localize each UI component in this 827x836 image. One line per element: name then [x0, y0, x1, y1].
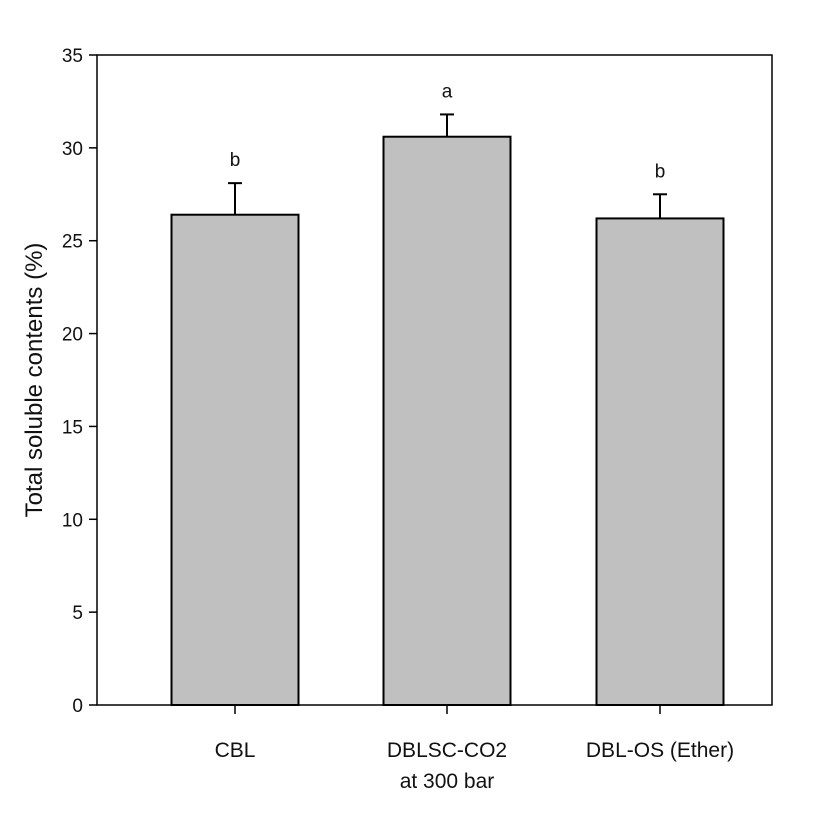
x-category-label: DBL-OS (Ether): [586, 739, 734, 762]
bars-layer: b a b: [170, 81, 725, 707]
x-category-label: DBLSC-CO2: [387, 739, 507, 762]
x-category-label: at 300 bar: [400, 770, 495, 793]
y-tick-label: 10: [62, 510, 83, 531]
y-tick-label: 30: [62, 139, 83, 160]
y-tick-label: 15: [62, 417, 83, 438]
y-tick-label: 20: [62, 325, 83, 346]
y-tick-label: 25: [62, 232, 83, 253]
bar: [595, 217, 725, 707]
significance-letter: b: [230, 150, 241, 171]
x-category-label: CBL: [215, 739, 256, 762]
y-axis-ticks: 0 5 10 15 20 25 30 35: [62, 46, 97, 717]
y-tick-label: 35: [62, 46, 83, 67]
y-tick-label: 0: [72, 696, 83, 717]
x-axis-categories: CBL DBLSC-CO2 at 300 bar DBL-OS (Ether): [215, 705, 734, 793]
y-tick-label: 5: [72, 603, 83, 624]
significance-letter: a: [442, 81, 453, 102]
significance-letter: b: [655, 161, 666, 182]
bar: [382, 135, 512, 706]
bar: [170, 213, 300, 706]
y-axis-label: Total soluble contents (%): [21, 243, 48, 518]
